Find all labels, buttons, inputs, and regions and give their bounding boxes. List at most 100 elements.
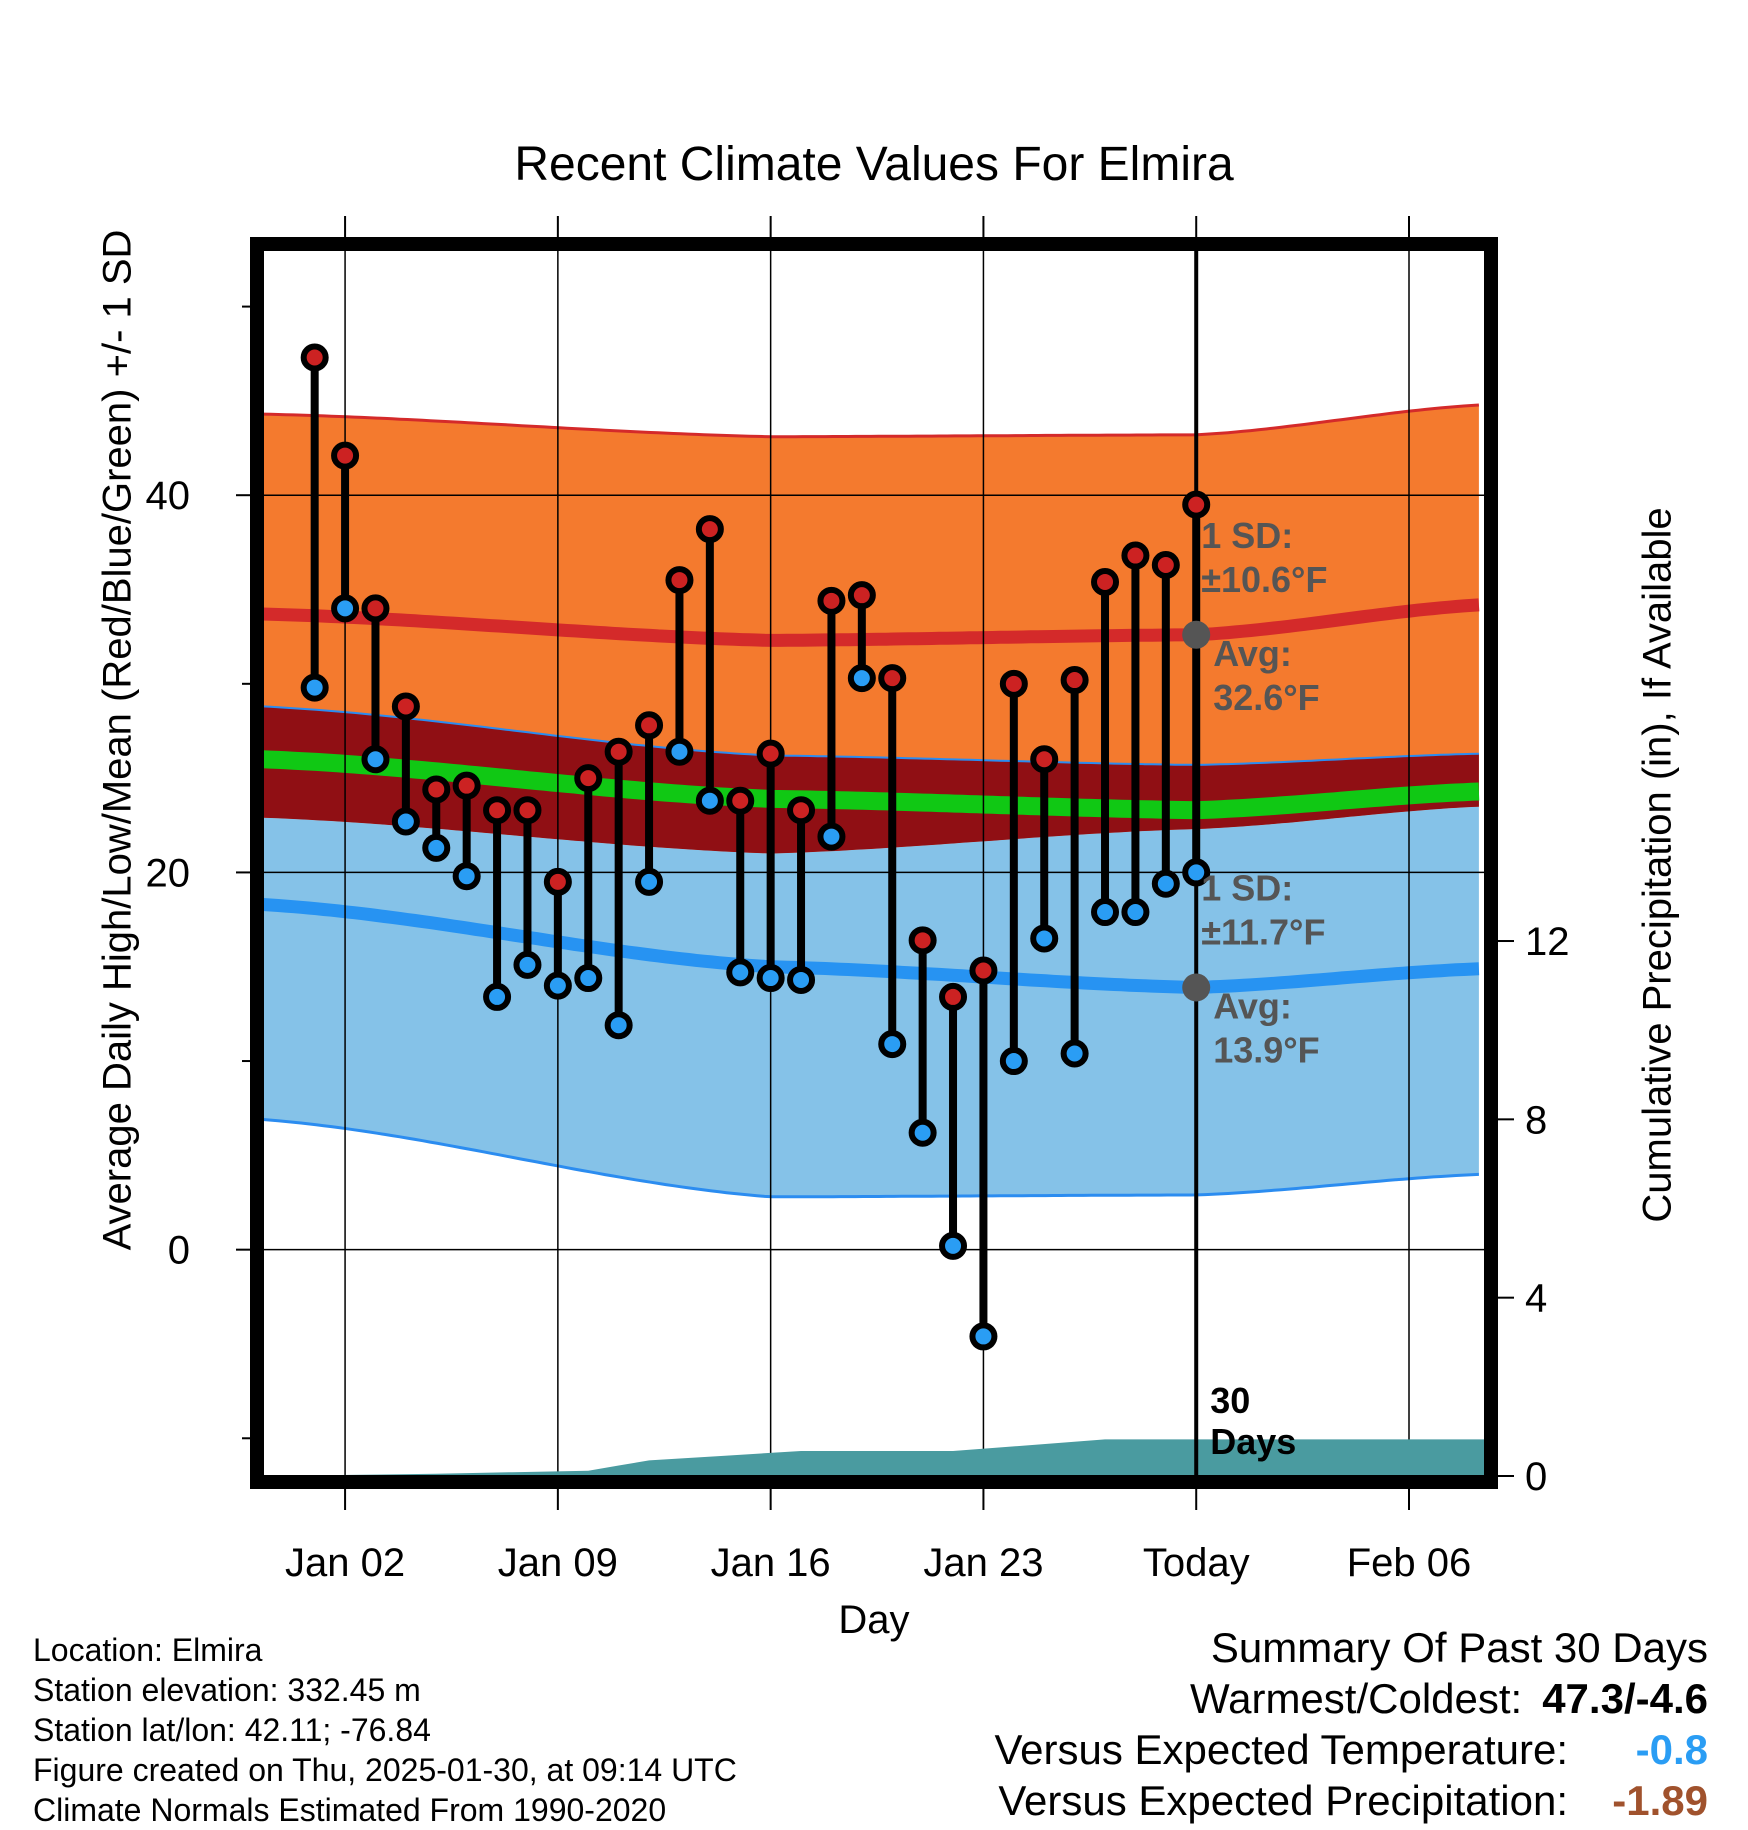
- high-point-19: [847, 581, 876, 610]
- high-point-5: [422, 775, 451, 804]
- days-word-label: Days: [1210, 1421, 1296, 1462]
- plot-frame: [250, 237, 1498, 1489]
- low-point-21: [908, 1118, 937, 1147]
- high-point-4: [391, 692, 420, 721]
- low-point-13: [665, 737, 694, 766]
- low-point-5: [422, 833, 451, 862]
- low-point-30: [1182, 858, 1211, 887]
- high-point-29: [1151, 550, 1180, 579]
- temp-value: -0.8: [1635, 1726, 1708, 1773]
- low-point-25: [1030, 924, 1059, 953]
- high-point-22: [939, 982, 968, 1011]
- low-point-15: [726, 958, 755, 987]
- precip-area-fill: [263, 1439, 1485, 1476]
- high-avg-dot: [1182, 620, 1211, 649]
- low-point-7: [483, 982, 512, 1011]
- summary-warm-cold: Warmest/Coldest: 47.3/-4.6: [994, 1673, 1708, 1724]
- high-sd-label: 1 SD:: [1201, 515, 1293, 556]
- low-point-11: [604, 1011, 633, 1040]
- y-tick-label-40: 40: [146, 474, 191, 518]
- y2-tick-label-0: 0: [1525, 1455, 1547, 1499]
- low-point-19: [847, 664, 876, 693]
- y2-tick-label-8: 8: [1525, 1098, 1547, 1142]
- warm-cold-value: 47.3/-4.6: [1542, 1675, 1708, 1722]
- high-point-16: [756, 739, 785, 768]
- high-sd-value: ±10.6°F: [1201, 559, 1327, 600]
- high-point-7: [483, 796, 512, 825]
- high-point-9: [543, 867, 572, 896]
- high-point-6: [452, 771, 481, 800]
- low-point-16: [756, 964, 785, 993]
- high-point-12: [635, 711, 664, 740]
- axis-ticks: 0 20 40 0 4 8 12 Jan 02 Jan 09 Jan 16 Jan 23 Today F…: [146, 216, 1570, 1585]
- low-sd-value: ±11.7°F: [1201, 911, 1325, 952]
- low-point-23: [969, 1322, 998, 1351]
- low-point-14: [695, 786, 724, 815]
- low-point-22: [939, 1231, 968, 1260]
- low-point-1: [300, 673, 329, 702]
- high-avg-value: 32.6°F: [1213, 677, 1319, 718]
- low-point-28: [1121, 898, 1150, 927]
- elevation-text: Station elevation: 332.45 m: [33, 1672, 421, 1708]
- low-point-12: [635, 867, 664, 896]
- high-point-20: [878, 664, 907, 693]
- high-point-30: [1182, 490, 1211, 519]
- summary-precip: Versus Expected Precipitation: -1.89: [994, 1775, 1708, 1826]
- summary-panel: Summary Of Past 30 Days Warmest/Coldest:…: [994, 1622, 1708, 1826]
- chart-title: Recent Climate Values For Elmira: [514, 138, 1234, 191]
- y2-tick-label-12: 12: [1525, 920, 1570, 964]
- low-point-3: [361, 745, 390, 774]
- low-point-17: [787, 965, 816, 994]
- y-axis-label-left-text: Average Daily High/Low/Mean (Red/Blue/Gr…: [95, 229, 140, 1251]
- x-tick-label-2: Jan 16: [711, 1541, 831, 1585]
- low-point-27: [1091, 898, 1120, 927]
- low-lower-edge: [262, 1118, 1479, 1199]
- high-point-27: [1091, 567, 1120, 596]
- x-tick-label-1: Jan 09: [498, 1541, 618, 1585]
- high-point-1: [300, 343, 329, 372]
- high-point-3: [361, 594, 390, 623]
- y-tick-label-0: 0: [168, 1229, 190, 1273]
- low-avg-dot: [1182, 973, 1211, 1002]
- x-tick-label-3: Jan 23: [923, 1541, 1043, 1585]
- x-axis-label: Day: [838, 1598, 909, 1642]
- temp-label: Versus Expected Temperature:: [994, 1726, 1568, 1773]
- low-normal-line: [262, 898, 1480, 994]
- precipitation-area: [263, 1439, 1485, 1476]
- low-point-9: [543, 971, 572, 1000]
- high-point-10: [574, 764, 603, 793]
- y-tick-label-20: 20: [146, 851, 191, 895]
- summary-temp: Versus Expected Temperature: -0.8: [994, 1724, 1708, 1775]
- low-point-26: [1060, 1039, 1089, 1068]
- days-count-label: 30: [1210, 1380, 1250, 1421]
- y-axis-label-right-text: Cumulative Precipitation (in), If Availa…: [1635, 507, 1680, 1223]
- low-point-20: [878, 1030, 907, 1059]
- low-point-4: [391, 807, 420, 836]
- high-point-18: [817, 586, 846, 615]
- precip-value: -1.89: [1612, 1777, 1708, 1824]
- high-point-17: [787, 796, 816, 825]
- high-lower-edge: [262, 705, 1479, 766]
- high-point-8: [513, 796, 542, 825]
- precip-label: Versus Expected Precipitation:: [998, 1777, 1568, 1824]
- high-point-21: [908, 926, 937, 955]
- high-point-11: [604, 737, 633, 766]
- normals-text: Climate Normals Estimated From 1990-2020: [33, 1792, 667, 1828]
- low-point-24: [999, 1047, 1028, 1076]
- high-point-23: [969, 956, 998, 985]
- high-point-26: [1060, 666, 1089, 695]
- location-text: Location: Elmira: [33, 1632, 263, 1668]
- x-tick-label-0: Jan 02: [285, 1541, 405, 1585]
- x-tick-label-4: Today: [1143, 1541, 1250, 1585]
- low-point-29: [1151, 869, 1180, 898]
- plot-border: [250, 237, 1498, 1489]
- low-avg-value: 13.9°F: [1213, 1029, 1319, 1070]
- low-sd-band: [263, 806, 1479, 1197]
- high-normal-line: [262, 598, 1480, 647]
- high-point-28: [1121, 541, 1150, 570]
- normal-bands: [262, 403, 1480, 1199]
- low-avg-label: Avg:: [1213, 985, 1292, 1026]
- created-text: Figure created on Thu, 2025-01-30, at 09…: [33, 1752, 737, 1788]
- low-sd-label: 1 SD:: [1201, 867, 1293, 908]
